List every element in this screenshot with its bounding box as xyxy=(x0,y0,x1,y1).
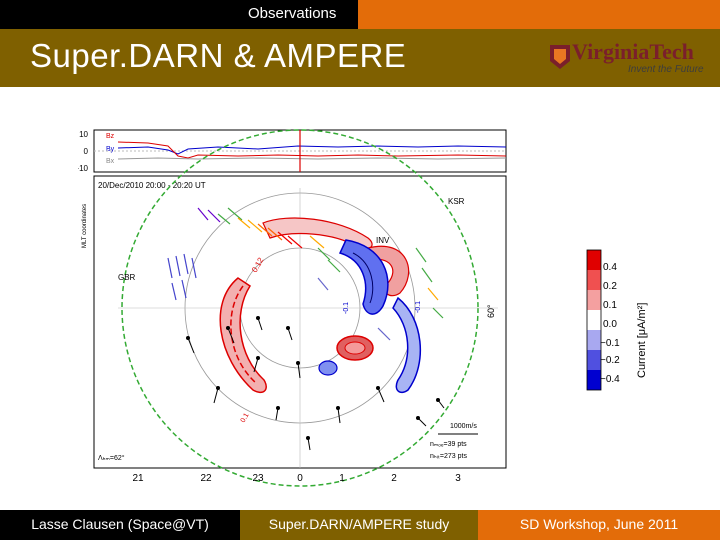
colorbar-swatch xyxy=(587,350,601,370)
logo-tagline: Invent the Future xyxy=(628,64,704,75)
colorbar-swatch xyxy=(587,270,601,290)
mlt-tick-3: 3 xyxy=(455,473,461,484)
top-bar-orange-segment xyxy=(358,0,720,29)
vt-emblem-icon xyxy=(550,45,570,69)
lambda-hm-label: Λₕₘ=62° xyxy=(98,454,125,462)
footer-study: Super.DARN/AMPERE study xyxy=(240,510,478,540)
mlt-tick-1: 1 xyxy=(339,473,345,484)
date-label: 20/Dec/2010 20:00 - 20:20 UT xyxy=(98,181,206,190)
y-axis-label: MLT coordinates xyxy=(82,204,88,248)
footer-author: Lasse Clausen (Space@VT) xyxy=(0,510,240,540)
top-bar-dark-segment xyxy=(0,0,358,29)
top-bar: Observations xyxy=(0,0,720,29)
imf-by-line xyxy=(117,145,507,155)
downward-current-contours xyxy=(318,239,421,394)
footer-author-text: Lasse Clausen (Space@VT) xyxy=(31,516,209,532)
footer-event-text: SD Workshop, June 2011 xyxy=(519,516,679,532)
n-fit-label: nₕᵢₜ=273 pts xyxy=(430,453,467,460)
superdarn-ampere-figure: 10 0 −10 Bz By Bx MLT coordinates 20/Dec… xyxy=(78,129,507,487)
footer-bar: Lasse Clausen (Space@VT) Super.DARN/AMPE… xyxy=(0,510,720,540)
colorbar-swatch xyxy=(587,370,601,390)
imf-label-by: By xyxy=(106,146,115,153)
colorbar-tick: −0.4 xyxy=(600,374,620,385)
imf-tick-mid: 0 xyxy=(84,147,89,156)
radar-label-ksr: KSR xyxy=(448,197,465,206)
mlt-tick-22: 22 xyxy=(200,473,212,484)
imf-label-bz: Bz xyxy=(106,133,115,140)
mlt-tick-0: 0 xyxy=(297,473,303,484)
colorbar-swatch xyxy=(587,330,601,350)
logo-wordmark: VirginiaTech xyxy=(572,39,694,64)
colorbar-label: Current [μA/m²] xyxy=(636,303,648,378)
colorbar-tick: −0.2 xyxy=(600,355,620,366)
colorbar-swatch xyxy=(587,250,601,270)
vector-scale-label: 1000m/s xyxy=(450,423,477,430)
radar-label-inv: INV xyxy=(376,236,390,245)
colorbar-swatch xyxy=(587,290,601,310)
footer-event: SD Workshop, June 2011 xyxy=(478,510,720,540)
radar-label-gbr: GBR xyxy=(118,273,136,282)
contour-label-3: -0.1 xyxy=(415,301,422,313)
n-model-label: nₘₒₑ=39 pts xyxy=(430,441,467,448)
mlt-tick-21: 21 xyxy=(132,473,144,484)
section-label: Observations xyxy=(248,5,337,22)
model-vectors xyxy=(186,316,445,451)
colorbar-tick: 0.1 xyxy=(603,300,617,311)
upward-current-contours xyxy=(219,217,410,394)
title-bar: Super.DARN & AMPERE xyxy=(0,29,720,87)
colorbar-tick: 0.0 xyxy=(603,319,617,330)
virginia-tech-logo: VirginiaTech Invent the Future xyxy=(548,37,718,83)
latitude-label: 60° xyxy=(486,304,496,318)
colorbar-tick: 0.4 xyxy=(603,262,617,273)
current-colorbar: 0.4 0.2 0.1 0.0 −0.1 −0.2 −0.4 Current [… xyxy=(586,249,648,391)
imf-label-bx: Bx xyxy=(106,158,115,165)
footer-study-text: Super.DARN/AMPERE study xyxy=(268,516,450,532)
velocity-vectors xyxy=(167,207,444,341)
imf-tick-bottom: −10 xyxy=(78,164,89,173)
mlt-tick-23: 23 xyxy=(252,473,264,484)
slide-title: Super.DARN & AMPERE xyxy=(30,37,407,74)
imf-bx-line xyxy=(117,157,507,160)
colorbar-swatch xyxy=(587,310,601,330)
mlt-tick-2: 2 xyxy=(391,473,397,484)
imf-tick-top: 10 xyxy=(79,130,88,139)
imf-bz-line xyxy=(117,141,507,159)
colorbar-tick: 0.2 xyxy=(603,281,617,292)
contour-label-4: 0.1 xyxy=(240,412,251,424)
colorbar-tick: −0.1 xyxy=(600,338,620,349)
contour-label-2: -0.1 xyxy=(343,302,350,314)
